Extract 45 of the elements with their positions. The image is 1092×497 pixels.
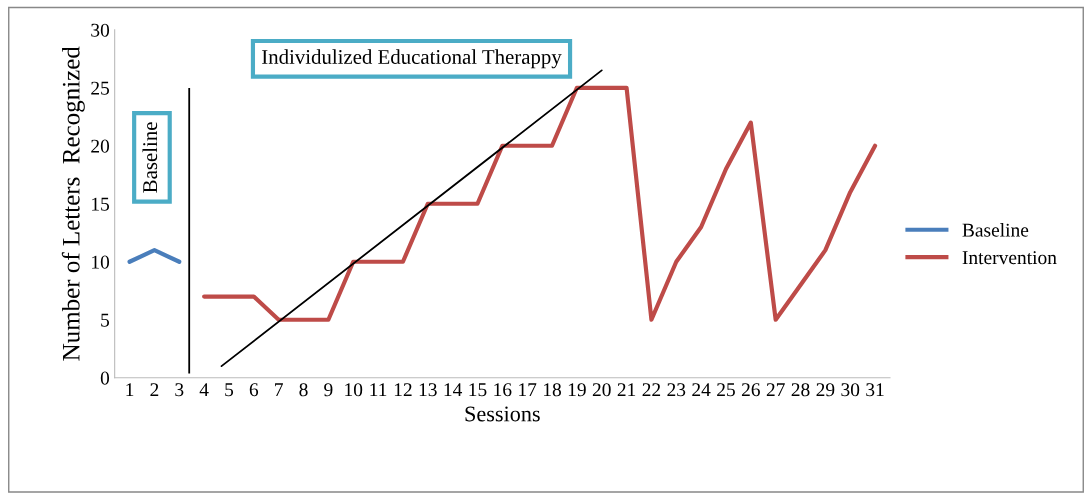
x-tick-label: 16 — [494, 383, 512, 397]
x-tick-label: 25 — [717, 383, 735, 397]
x-tick-label: 7 — [275, 383, 283, 397]
x-tick-label: 22 — [642, 383, 661, 397]
x-tick-label: 29 — [816, 383, 835, 397]
x-tick-label: 27 — [766, 383, 785, 397]
x-tick-label: 26 — [741, 383, 760, 397]
x-tick-label: 9 — [324, 383, 333, 397]
x-tick-label: 31 — [866, 383, 884, 397]
x-tick-label: 15 — [469, 383, 487, 397]
x-tick-label: 2 — [150, 383, 159, 397]
y-tick-label: 20 — [91, 139, 110, 153]
y-tick-label: 25 — [91, 81, 110, 95]
x-tick-label: 14 — [444, 383, 463, 397]
legend-label: Intervention — [962, 251, 1057, 265]
y-tick-label: 30 — [91, 23, 110, 37]
x-tick-label: 5 — [225, 383, 234, 397]
x-tick-label: 28 — [791, 383, 810, 397]
x-tick-label: 21 — [617, 383, 636, 397]
x-tick-label: 20 — [592, 383, 611, 397]
annotation: Individulized Educational Therappy — [262, 49, 562, 69]
line-series — [202, 85, 878, 322]
x-tick-label: 30 — [841, 383, 860, 397]
y-tick-label: 5 — [101, 313, 110, 327]
x-tick-label: 24 — [692, 383, 711, 397]
x-tick-label: 19 — [568, 383, 586, 397]
x-tick-label: 6 — [249, 383, 259, 397]
x-tick-label: 4 — [199, 383, 209, 397]
x-tick-label: 23 — [667, 383, 686, 397]
x-tick-label: 3 — [175, 383, 184, 397]
y-tick-label: 15 — [92, 197, 110, 211]
x-tick-label: 17 — [519, 383, 537, 397]
x-tick-label: 11 — [370, 383, 387, 397]
x-tick-label: 18 — [544, 383, 561, 397]
y-axis-title: Number of Letters Recognized — [61, 46, 85, 361]
x-tick-label: 8 — [299, 383, 308, 397]
y-tick-label: 10 — [92, 255, 110, 269]
legend-label: Baseline — [962, 223, 1029, 237]
x-tick-label: 13 — [419, 383, 437, 397]
x-axis-title: Sessions — [465, 406, 540, 422]
x-tick-label: 1 — [126, 383, 134, 397]
x-tick-label: 10 — [345, 383, 363, 397]
x-tick-label: 12 — [394, 383, 412, 397]
annotation: Baseline — [142, 122, 158, 193]
y-tick-label: 0 — [100, 371, 110, 385]
